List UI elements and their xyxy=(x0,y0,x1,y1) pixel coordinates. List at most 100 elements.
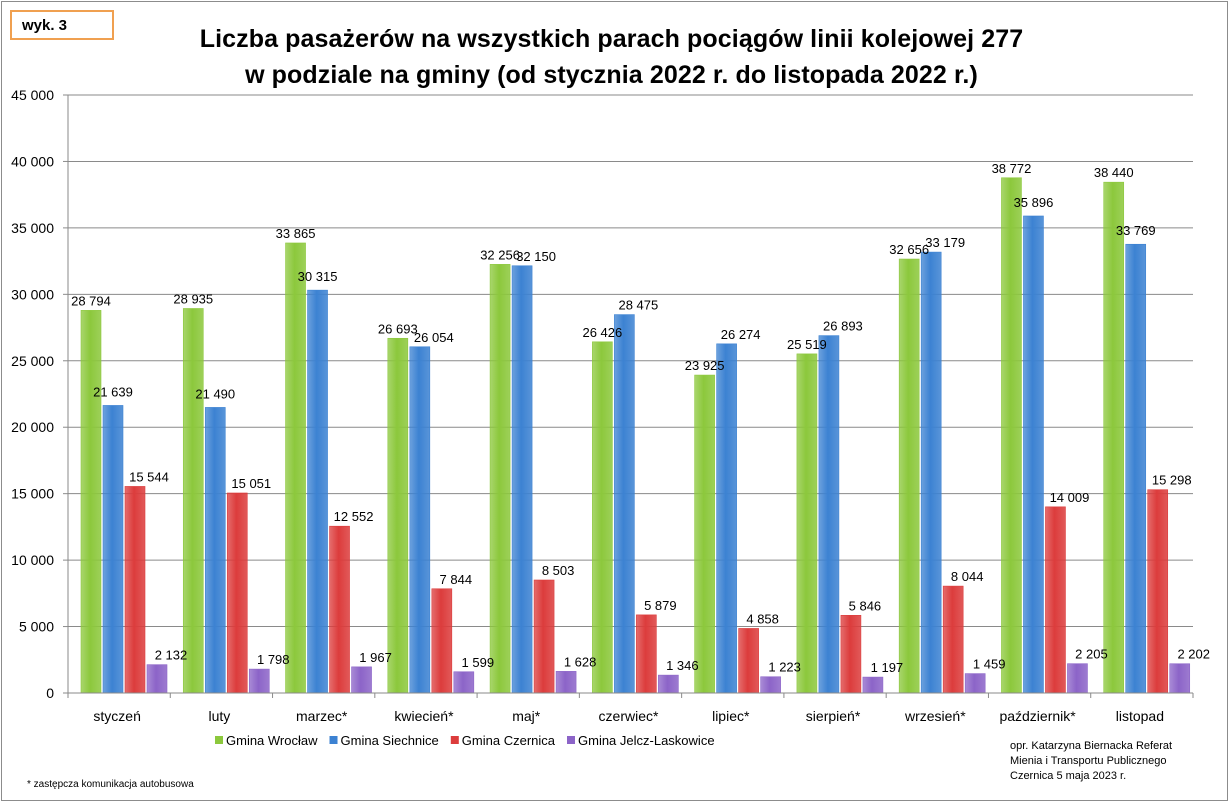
data-label: 2 132 xyxy=(155,648,188,663)
x-tick-label: lipiec* xyxy=(712,708,750,724)
data-label: 4 858 xyxy=(746,611,779,626)
data-label: 7 844 xyxy=(440,572,473,587)
bar-gmina-jelcz-laskowice xyxy=(658,674,679,694)
bar-gmina-jelcz-laskowice xyxy=(248,668,270,694)
x-tick-label: styczeń xyxy=(93,708,140,724)
bar-gmina-jelcz-laskowice xyxy=(146,664,168,694)
legend-item: Gmina Wrocław xyxy=(215,733,318,748)
legend-item: Gmina Czernica xyxy=(450,733,556,748)
bar-gmina-siechnice xyxy=(409,346,431,694)
data-label: 1 798 xyxy=(257,652,290,667)
bar-gmina-siechnice xyxy=(920,251,942,694)
bar-gmina-wroc-aw xyxy=(796,353,818,694)
bar-gmina-czernica xyxy=(431,588,453,694)
legend-label: Gmina Czernica xyxy=(462,733,556,748)
bar-gmina-jelcz-laskowice xyxy=(555,671,577,694)
bar-gmina-czernica xyxy=(636,614,657,694)
bar-gmina-jelcz-laskowice xyxy=(351,666,372,694)
data-label: 15 051 xyxy=(231,476,271,491)
bar-gmina-siechnice xyxy=(204,407,226,694)
x-tick-label: maj* xyxy=(512,708,541,724)
legend-swatch xyxy=(329,736,338,744)
data-label: 33 865 xyxy=(276,226,316,241)
data-label: 1 459 xyxy=(973,657,1006,672)
x-tick-label: kwiecień* xyxy=(394,708,454,724)
data-label: 2 202 xyxy=(1177,647,1210,662)
bar-gmina-jelcz-laskowice xyxy=(862,676,884,694)
bar-gmina-siechnice xyxy=(1023,215,1044,694)
bar-gmina-czernica xyxy=(124,486,146,694)
bar-gmina-wroc-aw xyxy=(1103,181,1125,694)
bar-gmina-siechnice xyxy=(511,265,533,694)
bar-gmina-wroc-aw xyxy=(489,264,511,694)
legend-swatch xyxy=(450,736,459,744)
legend-item: Gmina Siechnice xyxy=(329,733,439,748)
data-label: 5 879 xyxy=(644,598,677,613)
data-label: 35 896 xyxy=(1014,195,1054,210)
bar-gmina-jelcz-laskowice xyxy=(1067,663,1088,694)
data-label: 8 503 xyxy=(542,563,575,578)
bar-gmina-czernica xyxy=(738,628,759,694)
legend-label: Gmina Wrocław xyxy=(226,733,318,748)
data-label: 32 656 xyxy=(889,242,929,257)
bar-gmina-wroc-aw xyxy=(387,337,409,694)
bar-gmina-wroc-aw xyxy=(898,258,920,694)
data-label: 33 769 xyxy=(1116,223,1156,238)
data-label: 1 599 xyxy=(462,655,495,670)
y-tick-label: 5 000 xyxy=(19,619,54,635)
y-tick-label: 45 000 xyxy=(11,87,54,103)
data-label: 38 772 xyxy=(992,161,1032,176)
author-credit: opr. Katarzyna Biernacka Referat Mienia … xyxy=(1010,739,1172,784)
y-tick-label: 35 000 xyxy=(11,220,54,236)
legend-swatch xyxy=(215,736,223,744)
data-label: 1 223 xyxy=(768,660,801,675)
bar-gmina-czernica xyxy=(1147,489,1169,694)
bar-gmina-wroc-aw xyxy=(182,308,204,694)
y-tick-label: 15 000 xyxy=(11,486,54,502)
x-tick-label: luty xyxy=(209,708,231,724)
data-label: 21 490 xyxy=(195,386,235,401)
bar-gmina-czernica xyxy=(942,585,964,694)
bar-gmina-wroc-aw xyxy=(285,242,306,694)
data-label: 23 925 xyxy=(685,358,725,373)
bar-gmina-siechnice xyxy=(1125,243,1147,694)
data-label: 26 893 xyxy=(823,319,863,334)
x-tick-label: marzec* xyxy=(296,708,348,724)
bar-gmina-wroc-aw xyxy=(592,341,613,694)
data-label: 12 552 xyxy=(334,509,374,524)
bar-gmina-jelcz-laskowice xyxy=(964,673,986,694)
y-tick-label: 10 000 xyxy=(11,552,54,568)
x-tick-label: czerwiec* xyxy=(599,708,659,724)
data-label: 21 639 xyxy=(93,384,133,399)
legend-label: Gmina Jelcz-Laskowice xyxy=(578,733,715,748)
bar-gmina-czernica xyxy=(226,492,248,694)
data-label: 30 315 xyxy=(298,269,338,284)
footnote: * zastępcza komunikacja autobusowa xyxy=(27,779,194,790)
bar-gmina-czernica xyxy=(533,579,555,694)
bar-gmina-siechnice xyxy=(102,405,124,694)
data-label: 32 150 xyxy=(516,249,556,264)
data-label: 8 044 xyxy=(951,569,984,584)
data-label: 28 935 xyxy=(173,291,213,306)
bar-gmina-wroc-aw xyxy=(80,310,102,694)
x-tick-label: wrzesień* xyxy=(904,708,966,724)
x-tick-label: sierpień* xyxy=(806,708,861,724)
y-tick-label: 40 000 xyxy=(11,153,54,169)
bar-gmina-czernica xyxy=(840,615,862,694)
legend-item: Gmina Jelcz-Laskowice xyxy=(567,733,715,748)
data-label: 26 426 xyxy=(582,325,622,340)
bar-gmina-siechnice xyxy=(307,289,328,694)
data-label: 26 274 xyxy=(721,327,761,342)
credit-line: Czernica 5 maja 2023 r. xyxy=(1010,770,1127,782)
bar-gmina-wroc-aw xyxy=(694,374,715,694)
data-label: 33 179 xyxy=(925,235,965,250)
x-tick-label: listopad xyxy=(1116,708,1164,724)
chart-title-line-1: Liczba pasażerów na wszystkich parach po… xyxy=(199,25,1024,53)
x-tick-label: październik* xyxy=(999,708,1076,724)
data-label: 28 475 xyxy=(618,298,658,313)
bar-gmina-czernica xyxy=(329,525,350,694)
bar-gmina-siechnice xyxy=(614,314,635,694)
y-tick-label: 30 000 xyxy=(11,286,54,302)
